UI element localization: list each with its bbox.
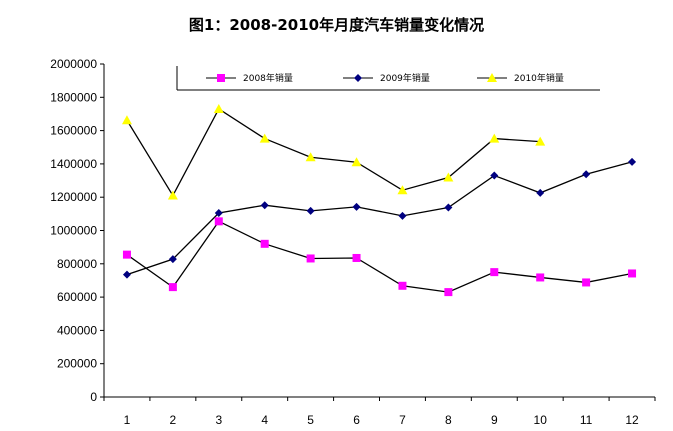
legend-marker — [217, 74, 225, 82]
x-tick-label: 6 — [353, 413, 360, 427]
data-point — [444, 288, 453, 297]
x-tick-label: 9 — [491, 413, 498, 427]
legend-label: 2008年销量 — [243, 72, 293, 84]
x-tick-label: 3 — [215, 413, 222, 427]
data-point — [582, 170, 591, 179]
data-point — [167, 190, 178, 200]
y-tick-label: 0 — [90, 390, 97, 404]
legend-label: 2009年销量 — [380, 72, 430, 84]
data-point — [122, 270, 131, 279]
data-point — [398, 211, 407, 220]
series-line-3 — [126, 108, 541, 197]
y-tick-label: 200000 — [57, 357, 97, 371]
data-point — [352, 253, 361, 262]
legend-marker — [487, 73, 497, 82]
data-point — [490, 171, 499, 180]
chart-legend: 2008年销量 2009年销量 2010年销量 — [176, 66, 600, 91]
y-tick-label: 1000000 — [50, 224, 97, 238]
data-point — [536, 273, 545, 282]
x-tick-label: 2 — [170, 413, 177, 427]
y-tick-label: 600000 — [57, 290, 97, 304]
x-tick-label: 11 — [580, 413, 593, 427]
y-tick-label: 1400000 — [50, 157, 97, 171]
data-point — [305, 152, 316, 162]
data-point — [490, 268, 499, 277]
y-tick-label: 1200000 — [50, 190, 97, 204]
chart-axes: 0 200000 400000 600000 800000 1000000 1200000 1… — [50, 57, 656, 427]
x-tick-label: 1 — [124, 413, 131, 427]
data-point — [398, 281, 407, 290]
data-point — [443, 172, 454, 182]
series-lines — [126, 108, 633, 293]
data-point — [628, 157, 637, 166]
x-tick-label: 7 — [399, 413, 406, 427]
series-markers — [121, 103, 637, 297]
data-point — [536, 188, 545, 197]
x-tick-label: 5 — [307, 413, 314, 427]
y-tick-label: 400000 — [57, 323, 97, 337]
data-point — [168, 255, 177, 264]
data-point — [260, 201, 269, 210]
data-point — [213, 103, 224, 113]
y-tick-label: 1600000 — [50, 124, 97, 138]
data-point — [397, 185, 408, 195]
y-tick-label: 800000 — [57, 257, 97, 271]
data-point — [489, 133, 500, 143]
data-point — [628, 269, 637, 278]
chart-title: 图1：2008-2010年月度汽车销量变化情况 — [188, 16, 485, 34]
data-point — [582, 278, 591, 287]
y-tick-label: 1800000 — [50, 90, 97, 104]
data-point — [168, 283, 177, 292]
data-point — [122, 250, 131, 259]
data-point — [306, 206, 315, 215]
data-point — [121, 115, 132, 125]
x-tick-label: 10 — [534, 413, 548, 427]
data-point — [306, 254, 315, 263]
legend-label: 2010年销量 — [514, 72, 564, 84]
data-point — [214, 209, 223, 218]
series-line-2 — [126, 161, 633, 276]
x-tick-label: 4 — [261, 413, 268, 427]
data-point — [260, 239, 269, 248]
data-point — [259, 133, 270, 143]
data-point — [351, 157, 362, 167]
data-point — [444, 203, 453, 212]
data-point — [214, 217, 223, 226]
x-tick-label: 8 — [445, 413, 452, 427]
y-tick-label: 2000000 — [50, 57, 97, 71]
data-point — [535, 136, 546, 146]
x-tick-label: 12 — [625, 413, 639, 427]
legend-marker — [354, 74, 362, 82]
series-line-1 — [126, 220, 633, 293]
data-point — [352, 202, 361, 211]
